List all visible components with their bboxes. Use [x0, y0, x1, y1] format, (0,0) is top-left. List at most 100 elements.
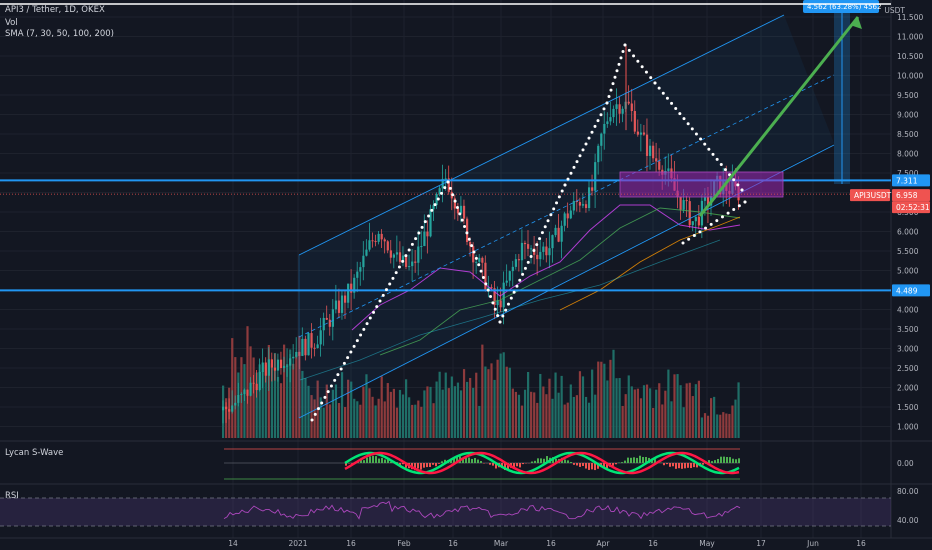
- price-tick-label: 8.000: [897, 150, 919, 159]
- wave-histogram-bar: [345, 463, 347, 466]
- pattern-dot: [481, 275, 485, 279]
- wave-histogram-bar: [696, 463, 698, 468]
- volume-bar: [725, 413, 728, 438]
- wave-histogram-bar: [363, 460, 365, 463]
- candle-body: [414, 261, 417, 263]
- wave-histogram-bar: [588, 463, 590, 470]
- wave-histogram-bar: [390, 461, 392, 463]
- volume-bar: [557, 392, 560, 438]
- level-price-badge: 7.311: [892, 174, 930, 187]
- pattern-dot: [352, 344, 356, 348]
- volume-bar: [645, 384, 649, 438]
- volume-bar: [469, 377, 472, 438]
- volume-bar: [713, 396, 716, 438]
- volume-bar: [261, 370, 264, 438]
- wave-histogram-bar: [555, 458, 557, 463]
- pattern-dot: [460, 218, 464, 222]
- volume-bar: [621, 405, 624, 438]
- pattern-dot: [737, 204, 741, 208]
- volume-bar: [310, 395, 313, 438]
- candle-body: [478, 257, 481, 262]
- candle-body: [548, 248, 551, 256]
- candle-body: [530, 248, 533, 250]
- candle-body: [514, 259, 517, 267]
- candle-body: [481, 257, 484, 263]
- pattern-dot: [549, 213, 553, 217]
- pattern-dot: [465, 231, 469, 235]
- pattern-dot: [515, 284, 519, 288]
- pattern-dot: [690, 127, 694, 131]
- pattern-dot: [512, 290, 516, 294]
- pattern-dot: [726, 211, 730, 215]
- candle-body: [466, 218, 469, 243]
- pattern-dot: [557, 195, 561, 199]
- price-tick-label: 6.000: [897, 228, 919, 237]
- candle-body: [636, 131, 639, 135]
- pattern-dot: [709, 222, 713, 226]
- pattern-dot: [704, 226, 708, 230]
- volume-bar: [597, 361, 600, 438]
- candle-body: [289, 358, 292, 366]
- pattern-dot: [552, 207, 556, 211]
- price-tick-label: 2.000: [897, 384, 919, 393]
- pattern-dot: [593, 124, 597, 128]
- candle-body: [612, 108, 615, 118]
- candle-body: [331, 309, 334, 327]
- candle-body: [386, 241, 389, 251]
- candle-body: [310, 333, 313, 348]
- pattern-dot: [615, 69, 619, 73]
- wave-histogram-bar: [675, 463, 677, 469]
- volume-bar: [340, 372, 344, 438]
- volume-bar: [276, 376, 280, 438]
- pattern-dot: [681, 241, 685, 245]
- wave-histogram-bar: [399, 463, 401, 466]
- candle-body: [609, 117, 612, 122]
- volume-bar: [405, 379, 408, 438]
- pattern-dot: [394, 271, 398, 275]
- wave-histogram-bar: [495, 463, 497, 469]
- volume-bar: [731, 405, 734, 438]
- symbol-legend: API3 / Tether, 1D, OKEX: [5, 5, 105, 15]
- candle-body: [569, 210, 572, 219]
- time-tick-label: Feb: [397, 539, 411, 548]
- pattern-dot: [489, 295, 493, 299]
- pattern-dot: [436, 197, 440, 201]
- candle-body: [597, 145, 600, 163]
- pattern-dot: [678, 112, 682, 116]
- pattern-dot: [540, 231, 544, 235]
- pattern-dot: [619, 56, 623, 60]
- current-price-badge-bg: [892, 189, 930, 202]
- candle-body: [499, 300, 502, 308]
- volume-bar: [523, 389, 527, 438]
- wave-histogram-bar: [516, 463, 518, 467]
- wave-histogram-bar: [462, 458, 464, 463]
- candle-body: [286, 365, 289, 367]
- pattern-dot: [433, 203, 437, 207]
- wave-histogram-bar: [534, 460, 536, 463]
- candle-body: [484, 262, 487, 290]
- candle-body: [682, 200, 685, 210]
- volume-bar: [710, 398, 713, 438]
- candle-body: [258, 371, 261, 391]
- wave-histogram-bar: [444, 459, 446, 463]
- candle-body: [496, 300, 499, 306]
- candle-body: [645, 134, 649, 156]
- volume-bar: [374, 405, 377, 438]
- candle-body: [649, 145, 652, 156]
- pattern-dot: [578, 154, 582, 158]
- volume-bar: [286, 364, 289, 438]
- wave-pane-label: Lycan S-Wave: [5, 448, 64, 458]
- candle-body: [405, 255, 408, 267]
- pattern-dot: [326, 390, 330, 394]
- rsi-pane-label: RSI: [5, 491, 19, 501]
- pattern-dot: [569, 171, 573, 175]
- volume-bar: [395, 407, 399, 438]
- wave-histogram-bar: [465, 457, 467, 463]
- candle-body: [273, 367, 277, 371]
- wave-histogram-bar: [492, 463, 494, 466]
- wave-histogram-bar: [507, 463, 509, 470]
- volume-bar: [258, 364, 261, 438]
- candle-body: [420, 246, 423, 248]
- wave-histogram-bar: [591, 463, 593, 470]
